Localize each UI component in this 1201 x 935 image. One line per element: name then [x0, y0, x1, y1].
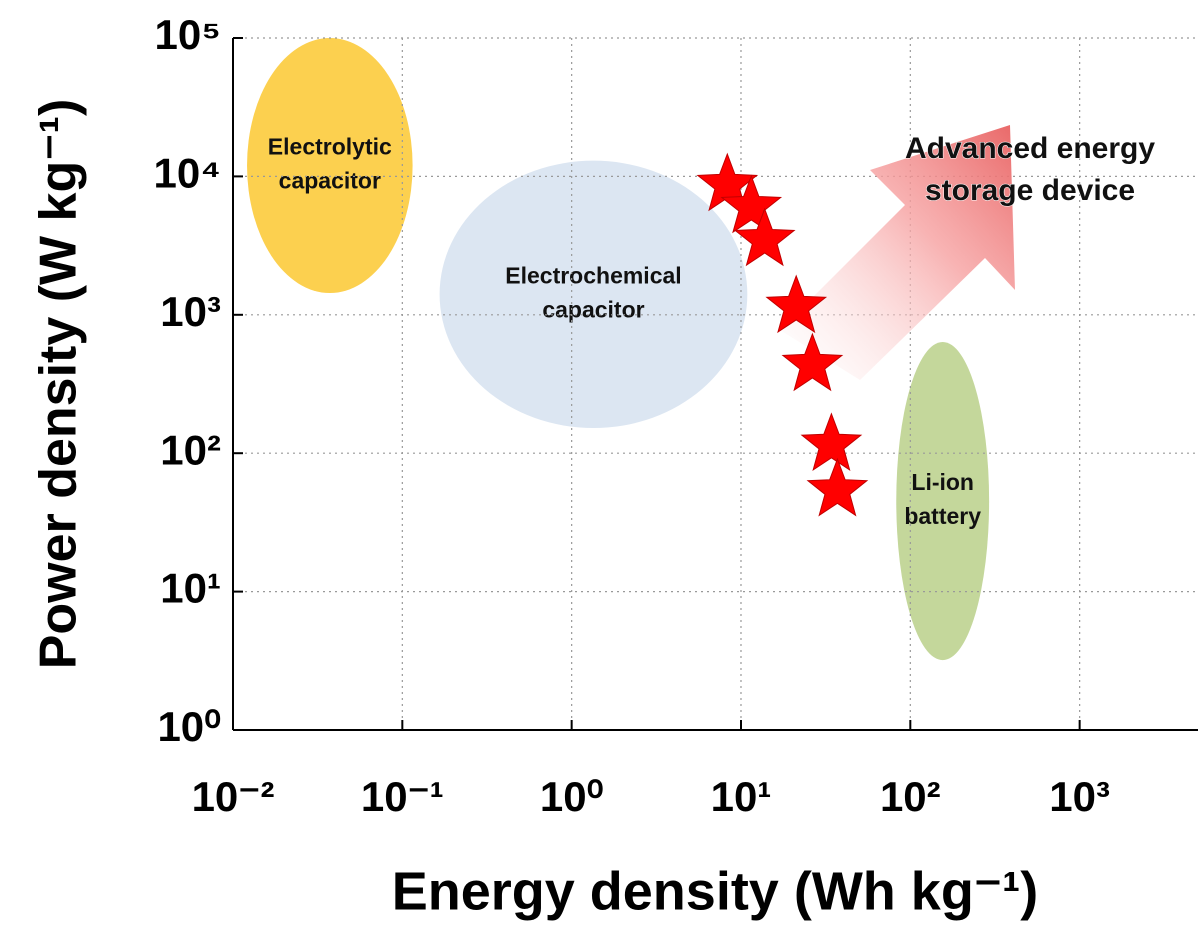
x-tick-label: 10⁰: [540, 773, 604, 820]
page: {"chart_data": { "type": "scatter", "x_l…: [0, 0, 1201, 935]
annotation: storage device: [925, 174, 1135, 207]
region: [247, 38, 413, 293]
y-axis-title: Power density (W kg⁻¹): [30, 99, 88, 670]
region-label: capacitor: [542, 296, 644, 322]
y-tick-label: 10⁴: [154, 149, 222, 196]
annotation: Advanced energy: [905, 132, 1155, 165]
chart: Electrolytic capacitor Electrochemical capa…: [0, 0, 1201, 935]
y-tick-label: 10⁰: [157, 703, 221, 750]
region-label: Electrochemical: [505, 262, 681, 288]
x-tick-label: 10¹: [711, 773, 772, 820]
x-tick-label: 10⁻²: [192, 773, 275, 820]
region-label: Electrolytic: [268, 134, 392, 160]
region: [440, 161, 748, 428]
y-tick-label: 10²: [160, 426, 221, 473]
y-tick-label: 10¹: [160, 565, 221, 612]
x-tick-label: 10⁻¹: [361, 773, 444, 820]
x-tick-label: 10³: [1049, 773, 1110, 820]
y-tick-label: 10³: [160, 288, 221, 335]
region-label: Li-ion: [911, 469, 974, 495]
region-label: capacitor: [279, 168, 381, 194]
region-label: battery: [904, 503, 981, 529]
point: [802, 414, 861, 470]
y-tick-label: 10⁵: [155, 11, 221, 58]
x-tick-label: 10²: [880, 773, 941, 820]
x-axis-title: Energy density (Wh kg⁻¹): [392, 861, 1039, 921]
